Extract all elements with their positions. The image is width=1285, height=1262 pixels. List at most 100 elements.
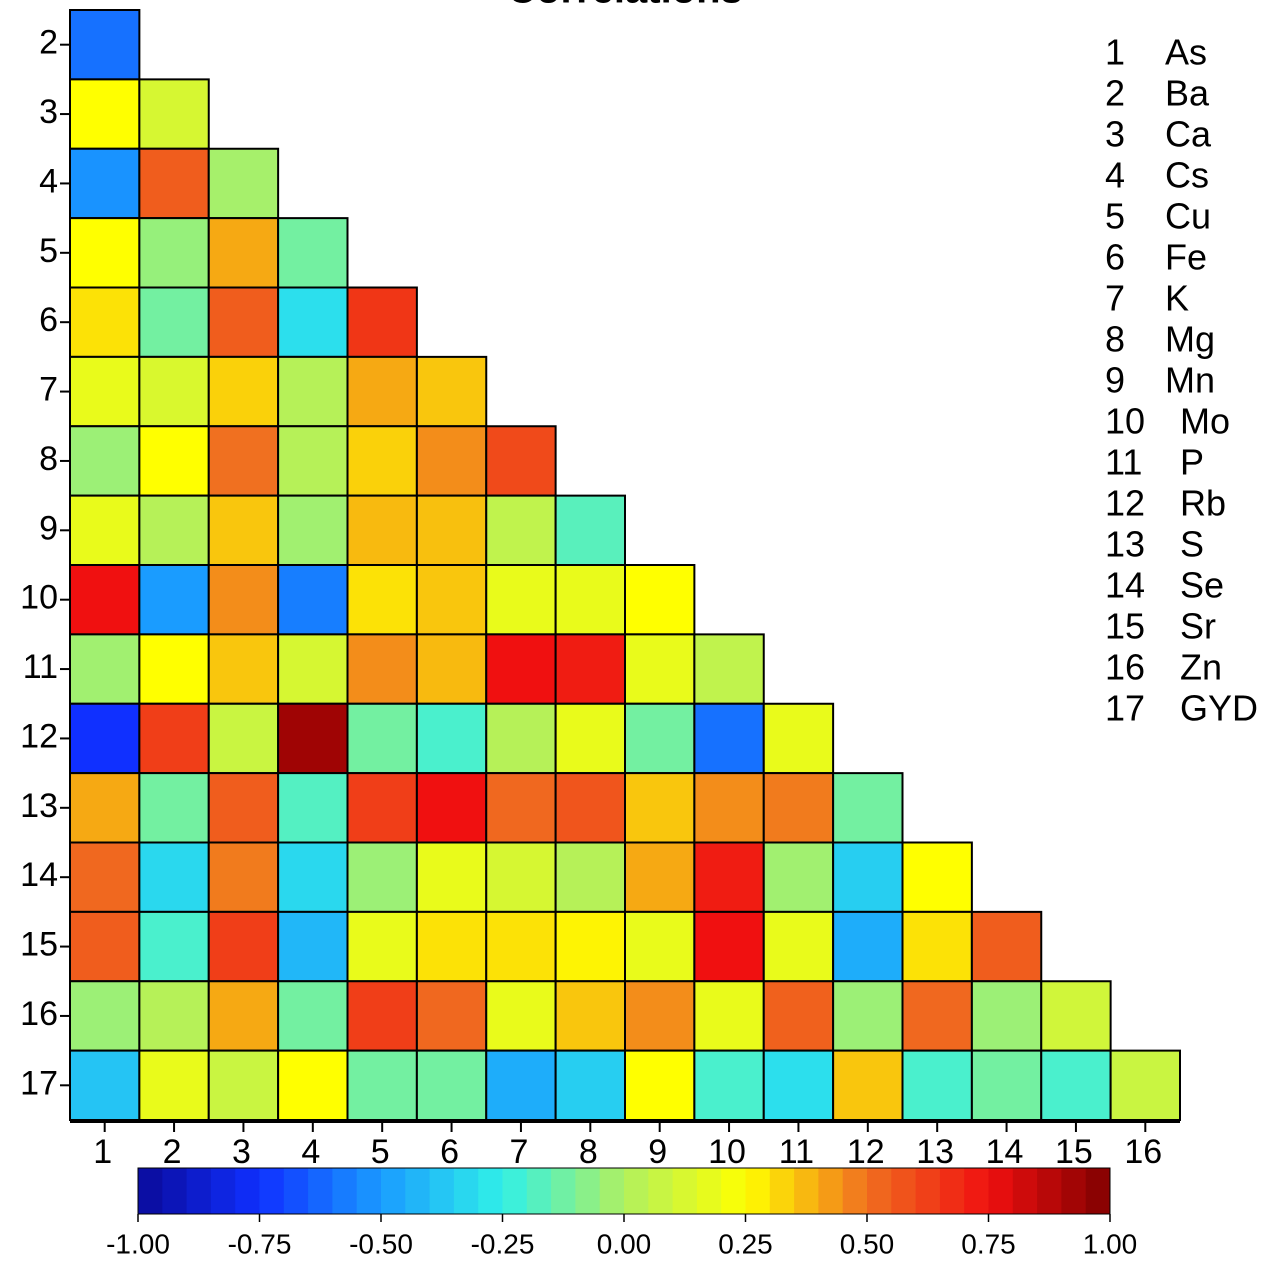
heatmap-cell xyxy=(970,910,1043,983)
heatmap-cell xyxy=(415,425,488,497)
heatmap-cell xyxy=(69,355,141,428)
heatmap-cell xyxy=(415,1049,488,1121)
heatmap-cell xyxy=(485,910,557,983)
colorbar-step xyxy=(186,1168,212,1214)
colorbar-step xyxy=(551,1168,576,1214)
colorbar-step xyxy=(259,1168,285,1214)
colorbar-step xyxy=(599,1168,625,1214)
x-tick-label: 10 xyxy=(708,1133,746,1171)
heatmap-cell xyxy=(138,1049,210,1121)
heatmap-cell xyxy=(554,702,626,775)
heatmap-cell xyxy=(415,772,488,844)
heatmap-cell xyxy=(207,494,280,566)
colorbar-step xyxy=(283,1168,309,1214)
heatmap-cell xyxy=(277,772,349,844)
heatmap-cell xyxy=(832,772,904,844)
colorbar-step xyxy=(624,1168,649,1214)
y-tick-label: 15 xyxy=(20,926,58,964)
heatmap-cell xyxy=(624,980,696,1052)
y-tick-label: 12 xyxy=(20,717,58,755)
x-tick-label: 11 xyxy=(779,1133,814,1171)
heatmap-cell xyxy=(138,78,210,150)
legend-name: As xyxy=(1165,32,1207,73)
heatmap-cell xyxy=(69,9,141,81)
heatmap-cell xyxy=(485,980,557,1052)
heatmap-cell xyxy=(762,1049,835,1121)
heatmap-cell xyxy=(207,1049,280,1121)
colorbar-step xyxy=(575,1168,601,1214)
legend-number: 13 xyxy=(1105,524,1145,565)
heatmap-cell xyxy=(346,910,418,983)
heatmap-cell xyxy=(624,564,696,636)
heatmap-cell xyxy=(970,1049,1043,1121)
y-tick-label: 8 xyxy=(39,440,58,478)
heatmap-cell xyxy=(207,702,280,775)
legend-number: 2 xyxy=(1105,73,1125,114)
y-tick-label: 13 xyxy=(20,787,58,825)
heatmap-cell xyxy=(138,425,210,497)
heatmap-cell xyxy=(693,772,765,844)
heatmap-cell xyxy=(138,494,210,566)
legend-name: Mg xyxy=(1165,319,1215,360)
heatmap-cell xyxy=(346,564,418,636)
y-tick-label: 9 xyxy=(39,509,58,547)
colorbar-step xyxy=(453,1168,479,1214)
colorbar-tick-label: 0.50 xyxy=(840,1228,895,1259)
heatmap-cell xyxy=(901,1049,973,1121)
heatmap-cell xyxy=(277,841,349,913)
legend-name: Ba xyxy=(1165,73,1210,114)
heatmap-cell xyxy=(69,494,141,566)
heatmap-cell xyxy=(762,772,835,844)
x-tick-label: 6 xyxy=(440,1133,459,1171)
heatmap-cell xyxy=(69,564,141,636)
heatmap-cell xyxy=(346,355,418,428)
x-tick-label: 2 xyxy=(163,1133,182,1171)
heatmap-cell xyxy=(69,702,141,775)
heatmap-cell xyxy=(415,702,488,775)
legend-name: GYD xyxy=(1180,688,1258,729)
heatmap-cell xyxy=(832,1049,904,1121)
heatmap-cell xyxy=(485,494,557,566)
colorbar-step xyxy=(405,1168,431,1214)
heatmap-cell xyxy=(762,841,835,913)
heatmap-cell xyxy=(554,772,626,844)
colorbar-tick-label: -0.75 xyxy=(228,1228,292,1259)
heatmap-cell xyxy=(207,217,280,289)
heatmap-cell xyxy=(207,633,280,705)
x-tick-label: 1 xyxy=(93,1133,112,1171)
legend-name: Fe xyxy=(1165,237,1207,278)
legend-name: Rb xyxy=(1180,483,1226,524)
colorbar-step xyxy=(235,1168,260,1214)
colorbar-step xyxy=(332,1168,358,1214)
heatmap-cell xyxy=(624,772,696,844)
heatmap-cell xyxy=(415,564,488,636)
legend-name: Cu xyxy=(1165,196,1211,237)
heatmap-cell xyxy=(277,910,349,983)
colorbar-tick-label: 0.25 xyxy=(718,1228,773,1259)
heatmap-cell xyxy=(415,494,488,566)
legend-name: Sr xyxy=(1180,606,1216,647)
legend-number: 17 xyxy=(1105,688,1145,729)
colorbar-step xyxy=(672,1168,698,1214)
colorbar-tick-label: -1.00 xyxy=(106,1228,170,1259)
heatmap-cell xyxy=(693,841,765,913)
colorbar-step xyxy=(210,1168,236,1214)
heatmap-cell xyxy=(69,910,141,983)
heatmap-cell xyxy=(138,841,210,913)
heatmap-cell xyxy=(346,980,418,1052)
y-tick-label: 6 xyxy=(39,301,58,339)
heatmap-cell xyxy=(624,1049,696,1121)
heatmap-cell xyxy=(624,633,696,705)
colorbar-step xyxy=(502,1168,528,1214)
legend-name: Se xyxy=(1180,565,1224,606)
heatmap-cell xyxy=(346,1049,418,1121)
heatmap-cell xyxy=(554,564,626,636)
colorbar-step xyxy=(1012,1168,1038,1214)
heatmap-cell xyxy=(693,980,765,1052)
x-tick-label: 13 xyxy=(916,1133,954,1171)
heatmap-cell xyxy=(138,217,210,289)
heatmap-cell xyxy=(346,633,418,705)
colorbar-step xyxy=(939,1168,965,1214)
heatmap-cell xyxy=(69,772,141,844)
colorbar-step xyxy=(308,1168,333,1214)
